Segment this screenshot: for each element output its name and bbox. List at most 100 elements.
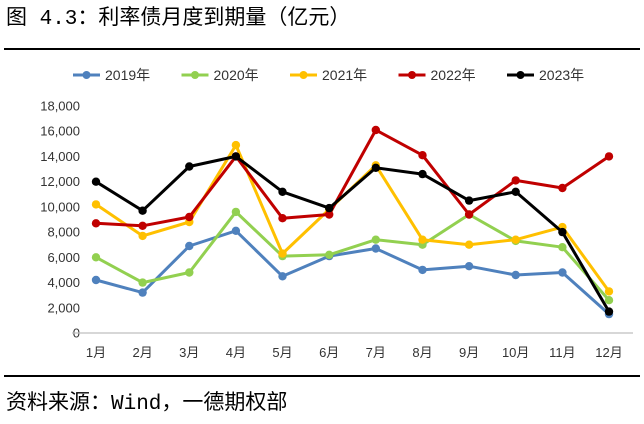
- x-axis-labels: 1月 2月 3月 4月 5月 6月 7月 8月 9月 10月 11月 12月: [86, 345, 623, 360]
- data-point-2020-1: [91, 253, 101, 262]
- data-point-2023-8: [418, 169, 427, 179]
- data-point-2019-11: [558, 268, 567, 277]
- series-2021: [91, 140, 614, 296]
- x-tick-label: 1月: [86, 345, 106, 360]
- y-tick-label: 16,000: [40, 124, 80, 139]
- data-point-2020-11: [558, 243, 567, 252]
- data-point-2023-4: [231, 152, 241, 161]
- legend-item-2023: 2023年: [507, 67, 584, 83]
- legend-item-2020: 2020年: [181, 67, 259, 83]
- x-tick-label: 9月: [459, 345, 479, 360]
- data-point-2023-12: [604, 307, 614, 316]
- data-point-2022-6: [325, 210, 334, 219]
- data-point-2023-3: [185, 162, 194, 171]
- series-line-2020: [94, 210, 611, 302]
- y-tick-label: 14,000: [40, 149, 80, 164]
- legend-item-2022: 2022年: [398, 67, 476, 83]
- data-point-2022-5: [278, 214, 287, 223]
- legend-swatch-marker-2020: [191, 71, 199, 79]
- data-point-2021-4: [231, 140, 241, 150]
- data-point-2023-5: [278, 187, 287, 196]
- data-point-2022-2: [138, 221, 147, 230]
- y-tick-label: 2,000: [47, 300, 80, 315]
- data-point-2019-2: [138, 288, 147, 297]
- series-2019: [91, 226, 614, 319]
- legend-swatch-marker-2023: [516, 71, 525, 79]
- data-point-2022-11: [558, 183, 567, 193]
- y-tick-label: 18,000: [40, 99, 80, 114]
- y-axis-labels: 02,0004,0006,0008,00010,00012,00014,0001…: [40, 99, 80, 341]
- data-point-2021-9: [464, 240, 474, 249]
- data-point-2019-3: [185, 241, 194, 251]
- x-tick-label: 3月: [179, 345, 199, 360]
- figure-source: 资料来源：Wind，一德期权部: [6, 393, 288, 416]
- y-tick-label: 6,000: [47, 250, 80, 265]
- data-point-2023-6: [325, 203, 334, 213]
- series-line-2022: [94, 128, 611, 228]
- data-point-2020-4: [231, 207, 241, 217]
- plot-series: [91, 125, 614, 319]
- data-point-2022-8: [418, 151, 427, 160]
- data-point-2020-3: [185, 268, 194, 277]
- x-tick-label: 4月: [226, 345, 246, 360]
- data-point-2022-7: [371, 125, 380, 135]
- data-point-2021-12: [604, 287, 614, 296]
- data-point-2019-1: [91, 275, 101, 285]
- x-tick-label: 8月: [412, 345, 432, 360]
- legend-item-2019: 2019年: [73, 67, 150, 83]
- data-point-2023-7: [371, 163, 380, 172]
- data-point-2023-9: [464, 196, 474, 205]
- x-tick-label: 2月: [132, 345, 152, 360]
- y-tick-label: 12,000: [40, 174, 80, 189]
- data-point-2023-10: [511, 187, 520, 196]
- data-point-2022-9: [464, 210, 474, 219]
- legend-swatch-marker-2021: [299, 71, 308, 79]
- x-tick-label: 12月: [595, 345, 622, 360]
- legend-label-2021: 2021年: [322, 67, 367, 83]
- series-2020: [91, 207, 614, 305]
- x-tick-label: 6月: [319, 345, 339, 360]
- data-point-2019-9: [464, 262, 474, 271]
- data-point-2019-5: [278, 272, 287, 281]
- data-point-2021-8: [418, 235, 427, 244]
- data-point-2022-12: [604, 152, 614, 161]
- data-point-2021-1: [91, 200, 101, 209]
- x-tick-label: 7月: [366, 345, 386, 360]
- x-tick-label: 5月: [272, 345, 292, 360]
- legend-swatch-marker-2022: [408, 71, 416, 79]
- legend-label-2019: 2019年: [105, 67, 150, 83]
- data-point-2020-6: [325, 250, 334, 259]
- title-rule: [4, 48, 640, 50]
- data-point-2023-1: [91, 177, 101, 186]
- series-line-2021: [94, 143, 611, 293]
- data-point-2019-8: [418, 265, 427, 275]
- data-point-2021-10: [511, 235, 520, 244]
- data-point-2023-11: [558, 227, 567, 237]
- data-point-2022-1: [91, 219, 101, 228]
- legend-label-2022: 2022年: [431, 67, 476, 83]
- y-tick-label: 4,000: [47, 275, 80, 290]
- x-tick-label: 10月: [502, 345, 529, 360]
- series-2022: [91, 125, 614, 230]
- data-point-2022-3: [185, 212, 194, 222]
- figure-title: 图 4.3：利率债月度到期量（亿元）: [6, 8, 351, 31]
- series-2023: [91, 152, 614, 316]
- series-line-2019: [94, 229, 611, 316]
- legend-item-2021: 2021年: [290, 67, 367, 83]
- legend-swatch-marker-2019: [82, 71, 91, 79]
- legend: 2019年 2020年 2021年 2022年 2023年: [73, 67, 584, 83]
- data-point-2020-7: [371, 235, 380, 244]
- x-tick-label: 11月: [549, 345, 576, 360]
- legend-label-2020: 2020年: [214, 67, 259, 83]
- series-line-2023: [94, 154, 611, 314]
- source-rule: [4, 375, 640, 377]
- data-point-2020-12: [604, 296, 614, 305]
- legend-label-2023: 2023年: [539, 67, 584, 83]
- data-point-2019-10: [511, 270, 520, 280]
- data-point-2023-2: [138, 206, 147, 215]
- y-tick-label: 8,000: [47, 225, 80, 240]
- data-point-2019-7: [371, 244, 380, 253]
- data-point-2021-5: [278, 249, 287, 258]
- data-point-2020-2: [138, 278, 147, 287]
